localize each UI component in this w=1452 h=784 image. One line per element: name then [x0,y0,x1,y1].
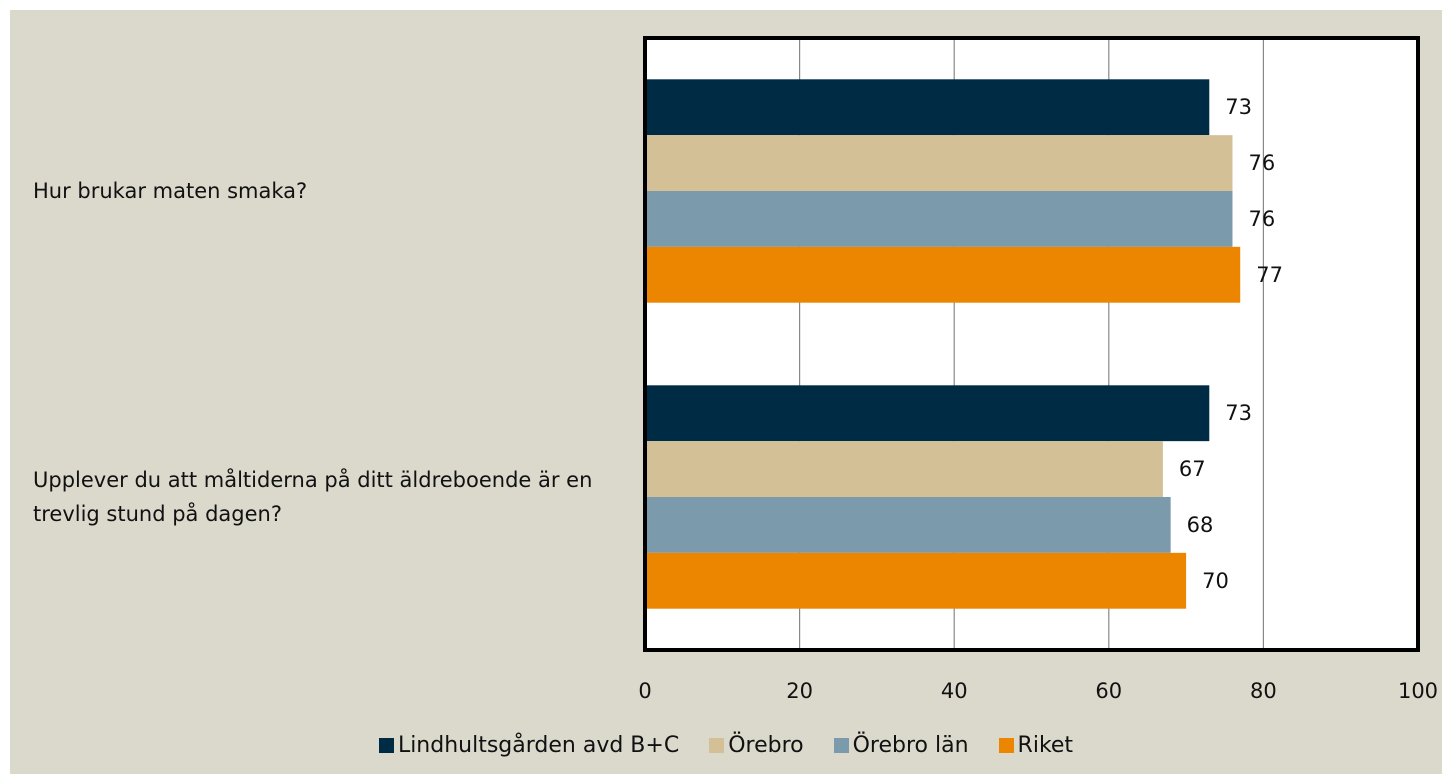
data-label: 73 [1225,401,1252,425]
bar [645,441,1163,497]
legend-label: Örebro län [852,733,969,758]
legend-item: Lindhultsgården avd B+C [378,733,680,758]
x-tick-label: 100 [1398,679,1438,703]
bar [645,497,1171,553]
data-label: 70 [1202,569,1229,593]
bar [645,246,1241,303]
data-label: 76 [1248,207,1275,231]
bar [645,79,1210,136]
bar [645,552,1187,609]
legend-item: Örebro län [833,733,969,758]
legend-swatch [998,738,1014,753]
legend-label: Riket [1017,733,1074,758]
legend-swatch [833,738,849,753]
x-tick-label: 40 [941,679,968,703]
plot-border [643,36,1420,652]
x-tick-label: 80 [1250,679,1277,703]
legend-swatch [378,738,394,753]
legend: Lindhultsgården avd B+C Örebro Örebro län R… [0,733,1452,758]
legend-label: Örebro [728,733,804,758]
bar [645,385,1210,442]
legend-item: Örebro [709,733,804,758]
x-tick-label: 20 [786,679,813,703]
x-tick-label: 0 [638,679,651,703]
data-label: 67 [1179,457,1206,481]
bar [645,135,1233,191]
category-label: Upplever du att måltiderna på ditt äldre… [33,468,593,526]
bar [645,191,1233,247]
data-label: 76 [1248,151,1275,175]
legend-item: Riket [998,733,1074,758]
x-tick-label: 60 [1095,679,1122,703]
legend-label: Lindhultsgården avd B+C [397,733,680,758]
legend-swatch [709,738,725,753]
data-label: 73 [1225,95,1252,119]
data-label: 77 [1256,263,1283,287]
category-label: Hur brukar maten smaka? [33,179,308,203]
data-label: 68 [1187,513,1214,537]
